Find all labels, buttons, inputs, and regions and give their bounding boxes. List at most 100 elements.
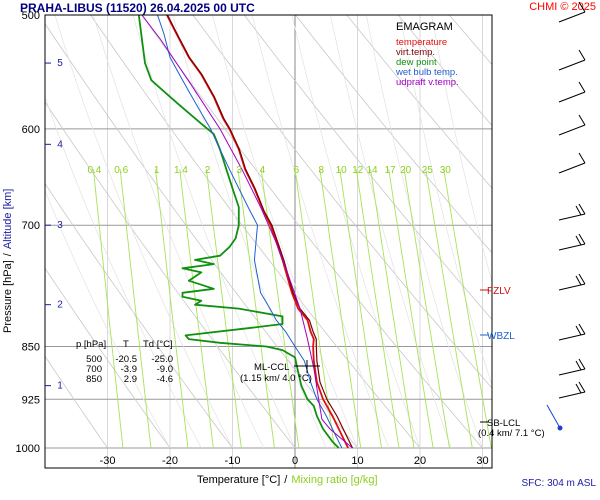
sounding-table: p [hPa] T Td [°C] 500 -20.5 -25.0 700 -3… xyxy=(76,339,173,385)
dry-adiabats xyxy=(45,15,600,449)
wind-barb xyxy=(558,358,586,376)
wind-barbs xyxy=(546,1,586,431)
wbzl-label: WBZL xyxy=(487,331,515,342)
dry-adiabat-line xyxy=(141,15,483,449)
legend-title: EMAGRAM xyxy=(396,21,453,33)
table-cell: -25.0 xyxy=(151,354,173,365)
altitude-tick-labels: 1 2 3 4 5 xyxy=(45,58,63,392)
y-tick-label: 1000 xyxy=(16,443,40,455)
mixing-ratio-label: 6 xyxy=(294,165,300,176)
series-wet-bulb-temp-line xyxy=(157,15,343,449)
altitude-tick-label: 1 xyxy=(57,381,63,392)
x-tick-label: 0 xyxy=(292,455,298,467)
wind-barb xyxy=(558,273,586,291)
mixing-ratio-line xyxy=(403,169,450,449)
x-tick-label: -10 xyxy=(225,455,241,467)
ml-ccl-sub: (1.15 km/ 4.0 °C) xyxy=(240,373,312,384)
mixing-ratio-line xyxy=(355,169,400,449)
wind-barb xyxy=(558,323,586,341)
dry-adiabat-line xyxy=(90,15,421,449)
moist-adiabats xyxy=(45,15,492,449)
moist-adiabat-line xyxy=(399,15,492,387)
legend-item-virt-temp: virt.temp. xyxy=(396,47,435,58)
wind-barb xyxy=(558,49,586,71)
table-cell: 2.9 xyxy=(124,374,137,385)
x-tick-label: -20 xyxy=(162,455,178,467)
mixing-ratio-label: 1 xyxy=(154,165,160,176)
moist-adiabat-line xyxy=(45,189,171,449)
mixing-ratio-lines xyxy=(92,169,492,449)
mixing-ratio-label: 10 xyxy=(336,165,348,176)
table-header-p: p [hPa] xyxy=(76,339,106,350)
altitude-tick-label: 2 xyxy=(57,300,63,311)
moist-adiabat-line xyxy=(291,15,421,449)
table-cell: -9.0 xyxy=(157,364,173,375)
mixing-ratio-line xyxy=(179,169,214,449)
mixing-ratio-label: 0.6 xyxy=(114,165,128,176)
sb-lcl-marker: SB-LCL (0.4 km/ 7.1 °C) xyxy=(478,418,545,439)
ml-ccl-marker: ML-CCL (1.15 km/ 4.0 °C) xyxy=(240,360,320,384)
dry-adiabat-line xyxy=(552,15,600,448)
mixing-ratio-line xyxy=(443,169,492,449)
series-dew-point-line xyxy=(137,15,340,449)
wind-barb xyxy=(558,1,586,23)
wind-barb xyxy=(558,152,586,174)
mixing-ratio-label: 20 xyxy=(400,165,412,176)
x-tick-label: 10 xyxy=(351,455,363,467)
dry-adiabat-line xyxy=(45,182,233,449)
mixing-ratio-label: 1.4 xyxy=(174,165,188,176)
altitude-tick-label: 4 xyxy=(57,139,63,150)
table-header-td: Td [°C] xyxy=(143,339,173,350)
dry-adiabat-line xyxy=(243,15,492,320)
wbzl-marker: WBZL xyxy=(480,331,515,342)
fzlv-marker: FZLV xyxy=(480,286,511,297)
x-axis-title: Temperature [°C] / Mixing ratio [g/kg] xyxy=(197,474,378,486)
wind-barb xyxy=(558,114,586,136)
dry-adiabat-line xyxy=(45,22,358,449)
y-tick-label: 850 xyxy=(22,341,40,353)
y-tick-label: 925 xyxy=(22,394,40,406)
surface-elevation-label: SFC: 304 m ASL xyxy=(521,478,596,489)
dry-adiabat-line xyxy=(501,15,600,448)
sb-lcl-label: SB-LCL xyxy=(487,418,520,429)
mixing-ratio-label: 4 xyxy=(260,165,266,176)
dry-adiabat-line xyxy=(397,15,492,127)
copyright-label: CHMI © 2025 xyxy=(529,1,596,13)
x-tick-label: -30 xyxy=(100,455,116,467)
fzlv-label: FZLV xyxy=(487,286,511,297)
mixing-ratio-line xyxy=(155,169,189,449)
legend: EMAGRAM temperature virt.temp. dew point… xyxy=(395,21,459,88)
mixing-ratio-line xyxy=(425,169,473,449)
table-cell: -20.5 xyxy=(115,354,137,365)
moist-adiabat-line xyxy=(365,15,483,449)
moist-adiabat-line xyxy=(431,15,492,284)
moist-adiabat-line xyxy=(212,15,358,449)
plot-frame xyxy=(44,14,493,469)
x-tick-label: 30 xyxy=(476,455,488,467)
dry-adiabat-line xyxy=(448,15,492,66)
mixing-ratio-line xyxy=(319,169,362,449)
wind-barb xyxy=(558,203,586,221)
mixing-ratio-line xyxy=(388,169,434,449)
mixing-ratio-line xyxy=(205,169,242,449)
legend-item-dew-point: dew point xyxy=(396,57,437,68)
mixing-ratio-label: 12 xyxy=(352,165,364,176)
page-title: PRAHA-LIBUS (11520) 26.04.2025 00 UTC xyxy=(20,1,255,15)
moist-adiabat-line xyxy=(54,15,233,449)
series-virt-temp-line xyxy=(166,15,354,449)
mixing-ratio-labels: 0.4 0.6 1 1.4 2 3 4 6 8 10 12 14 17 20 25 30 xyxy=(87,165,451,176)
dry-adiabat-line xyxy=(346,15,492,189)
table-cell: -4.6 xyxy=(157,374,173,385)
ml-ccl-label: ML-CCL xyxy=(254,362,289,373)
table-cell: 700 xyxy=(86,364,102,375)
surface-wind-barb xyxy=(546,404,563,431)
temperature-tick-labels: -30 -20 -10 0 10 20 30 xyxy=(100,455,489,467)
dry-adiabat-line xyxy=(45,101,296,449)
mixing-ratio-label: 25 xyxy=(422,165,434,176)
moist-adiabat-line xyxy=(330,15,452,449)
table-cell: 850 xyxy=(86,374,102,385)
dry-adiabat-line xyxy=(192,15,492,389)
wind-barb xyxy=(558,81,586,103)
moist-adiabat-line xyxy=(92,15,265,449)
